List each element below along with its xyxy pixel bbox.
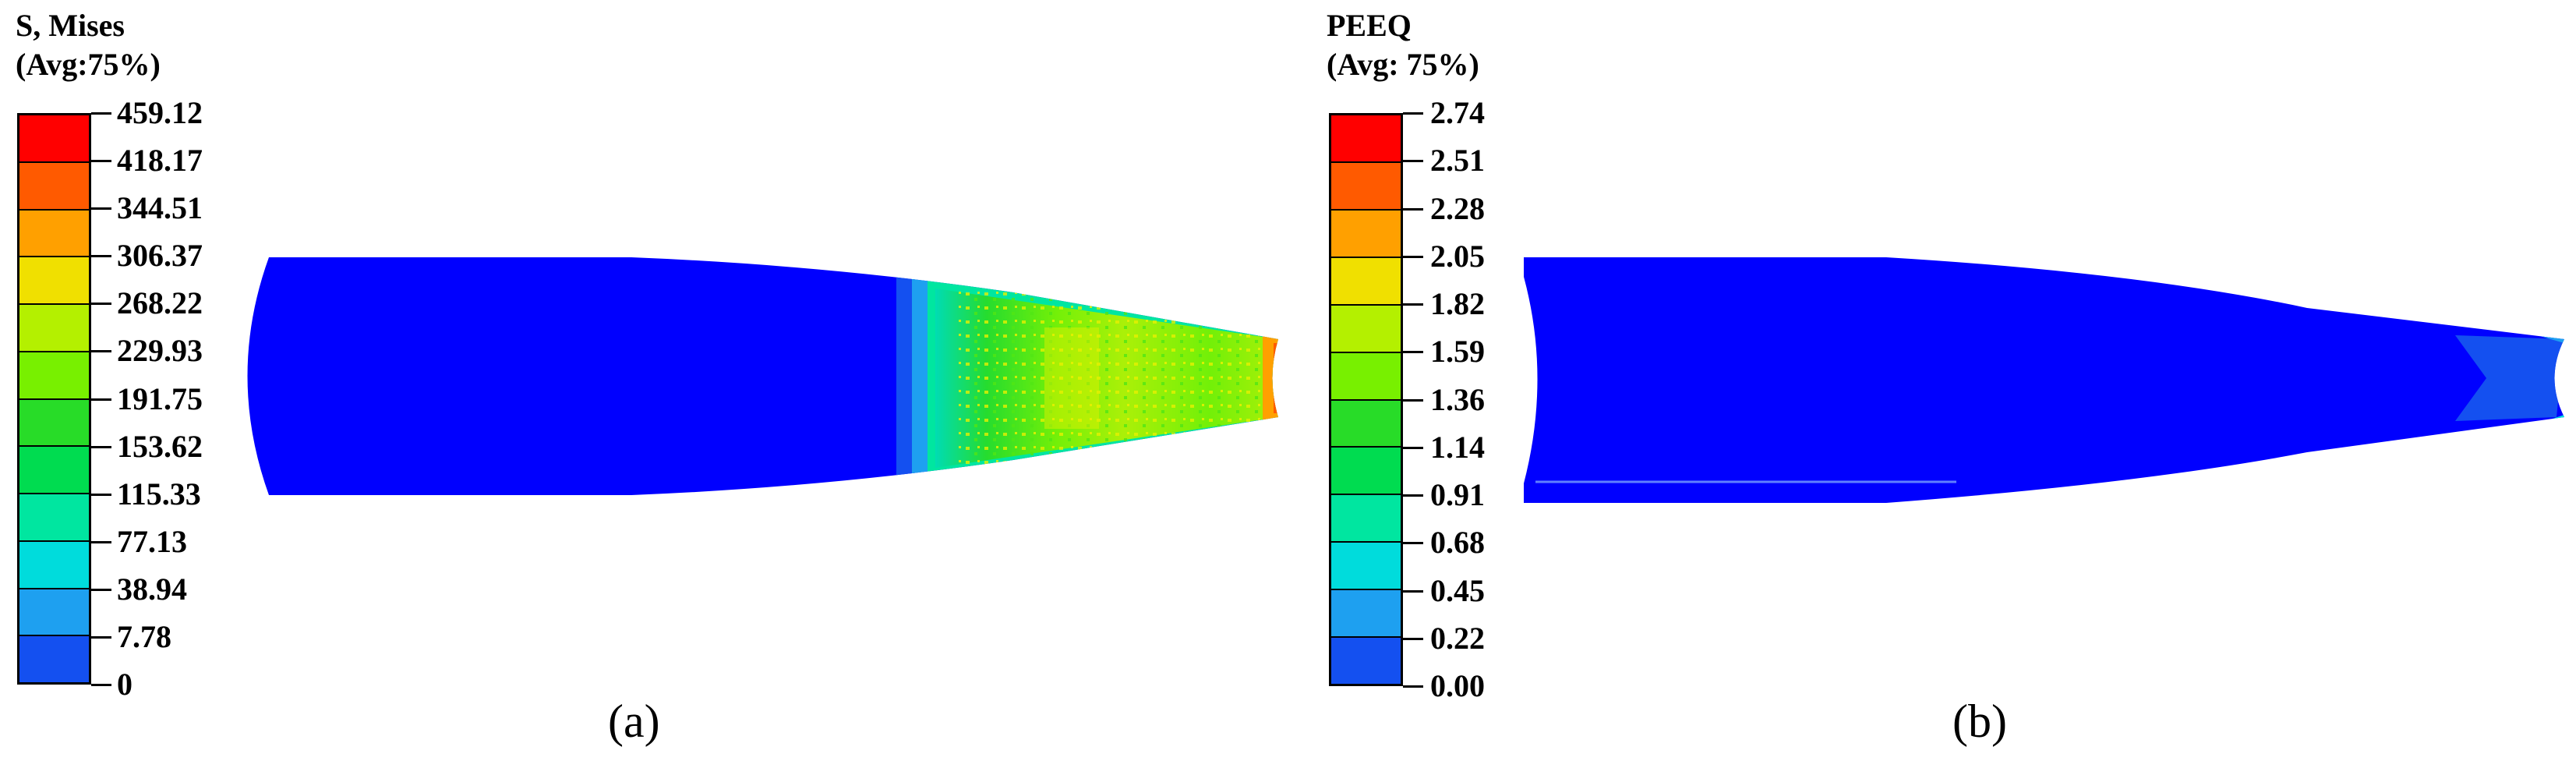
legend-a-title: S, Mises (Avg:75%)	[16, 6, 161, 84]
legend-tick	[1403, 303, 1423, 306]
legend-tick	[91, 445, 111, 448]
model-a-transition-band-2	[912, 257, 929, 495]
legend-swatch	[1331, 590, 1401, 639]
legend-b-color-bar	[1329, 113, 1403, 686]
legend-tick	[1403, 207, 1423, 211]
legend-tick	[1403, 255, 1423, 258]
legend-a-title-line1: S, Mises	[16, 8, 125, 43]
legend-label: 191.75	[117, 380, 203, 416]
legend-tick	[91, 493, 111, 496]
model-b-peeq-contour	[1524, 257, 2564, 503]
legend-tick	[91, 160, 111, 163]
legend-tick	[1403, 494, 1423, 497]
legend-swatch	[1331, 352, 1401, 401]
legend-label: 229.93	[117, 333, 203, 369]
legend-label: 344.51	[117, 190, 203, 226]
legend-label: 7.78	[117, 618, 171, 654]
legend-tick	[1403, 398, 1423, 402]
legend-swatch	[19, 636, 89, 682]
legend-label: 38.94	[117, 571, 187, 607]
legend-a-color-bar	[17, 113, 91, 685]
legend-swatch	[19, 494, 89, 542]
legend-swatch	[19, 589, 89, 637]
panel-a-mises-stress: S, Mises (Avg:75%) 459.12 418.17 344.51 306…	[0, 0, 1286, 768]
model-a-tip-peak	[1274, 343, 1278, 413]
legend-tick	[1403, 637, 1423, 640]
legend-label: 418.17	[117, 143, 203, 179]
legend-swatch	[19, 257, 89, 305]
legend-tick	[1403, 351, 1423, 354]
legend-swatch	[19, 305, 89, 352]
model-a-speckle	[959, 281, 1278, 476]
legend-swatch	[1331, 448, 1401, 496]
legend-tick	[91, 398, 111, 401]
legend-swatch	[19, 115, 89, 163]
model-b-low-strain-region	[1524, 257, 2564, 503]
legend-tick	[1403, 685, 1423, 688]
legend-label: 2.51	[1430, 143, 1485, 179]
legend-swatch	[1331, 400, 1401, 448]
model-b-tip-strain	[2455, 335, 2564, 421]
legend-label: 2.74	[1430, 95, 1485, 130]
legend-label: 459.12	[117, 95, 203, 130]
legend-swatch	[1331, 210, 1401, 258]
legend-label: 153.62	[117, 428, 203, 464]
legend-swatch	[19, 210, 89, 258]
legend-tick	[1403, 446, 1423, 449]
legend-label: 0.45	[1430, 572, 1485, 608]
legend-label: 0.22	[1430, 620, 1485, 656]
legend-label: 0.00	[1430, 668, 1485, 703]
legend-tick	[91, 588, 111, 591]
legend-label: 1.82	[1430, 286, 1485, 321]
legend-label: 0.91	[1430, 477, 1485, 512]
legend-tick	[91, 207, 111, 211]
legend-swatch	[1331, 115, 1401, 163]
legend-label: 2.28	[1430, 190, 1485, 226]
legend-swatch	[1331, 543, 1401, 591]
legend-tick	[91, 635, 111, 639]
legend-b-title-line1: PEEQ	[1327, 8, 1412, 43]
legend-label: 268.22	[117, 285, 203, 321]
legend-swatch	[19, 162, 89, 211]
legend-label: 0.68	[1430, 525, 1485, 561]
legend-tick	[1403, 589, 1423, 593]
legend-label: 1.36	[1430, 381, 1485, 417]
legend-tick	[91, 684, 111, 686]
legend-swatch	[19, 541, 89, 589]
legend-tick	[1403, 112, 1423, 115]
legend-label: 1.14	[1430, 429, 1485, 465]
legend-swatch	[1331, 638, 1401, 685]
legend-label: 2.05	[1430, 238, 1485, 274]
model-a-hotspot	[1044, 327, 1099, 429]
legend-tick	[91, 540, 111, 543]
legend-swatch	[1331, 162, 1401, 211]
legend-label: 0	[117, 667, 133, 702]
legend-label: 1.59	[1430, 334, 1485, 370]
legend-tick	[91, 255, 111, 258]
caption-b: (b)	[1952, 695, 2007, 747]
legend-b-title: PEEQ (Avg: 75%)	[1327, 6, 1479, 84]
model-a-mises-contour	[247, 257, 1278, 495]
legend-swatch	[1331, 257, 1401, 306]
legend-b-title-line2: (Avg: 75%)	[1327, 47, 1479, 82]
legend-a-title-line2: (Avg:75%)	[16, 47, 161, 82]
legend-label: 115.33	[117, 476, 201, 511]
legend-swatch	[19, 399, 89, 448]
panel-b-peeq: PEEQ (Avg: 75%) 2.74 2.51 2.28 2.05 1.82 1.59…	[1286, 0, 2576, 768]
legend-tick	[91, 350, 111, 353]
legend-swatch	[19, 352, 89, 400]
legend-swatch	[1331, 305, 1401, 353]
legend-tick	[1403, 542, 1423, 545]
legend-label: 306.37	[117, 238, 203, 274]
legend-tick	[91, 112, 111, 115]
legend-tick	[1403, 160, 1423, 163]
caption-a: (a)	[608, 695, 660, 747]
legend-swatch	[19, 447, 89, 494]
legend-tick	[91, 303, 111, 306]
legend-label: 77.13	[117, 523, 187, 559]
legend-swatch	[1331, 495, 1401, 543]
